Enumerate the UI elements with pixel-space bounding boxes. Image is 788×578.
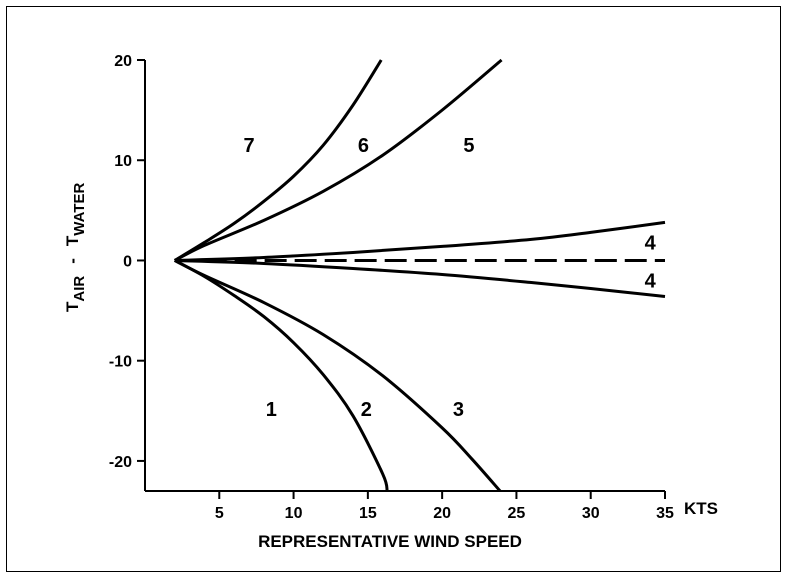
y-label-t1: T	[63, 301, 82, 312]
x-tick-label: 20	[433, 505, 451, 522]
curve-label-4: 4	[645, 232, 657, 254]
x-axis-unit: KTS	[684, 499, 718, 518]
curve-5	[174, 58, 503, 262]
x-axis-label: REPRESENTATIVE WIND SPEED	[258, 532, 522, 551]
x-tick-label: 15	[359, 505, 377, 522]
curve-4	[174, 258, 666, 299]
y-tick-label: 20	[114, 53, 132, 70]
y-label-sub1: AIR	[71, 276, 88, 302]
curve-2	[174, 259, 502, 492]
x-tick-label: 30	[582, 505, 600, 522]
curve-label-7: 7	[243, 135, 254, 157]
curves	[173, 58, 666, 492]
curve-label-4: 4	[645, 271, 657, 293]
y-tick-label: 10	[114, 153, 132, 170]
y-label-dash: -	[63, 258, 82, 264]
y-axis-label: TAIR-TWATER	[63, 182, 88, 312]
curve-1	[174, 259, 389, 492]
curve-6	[173, 59, 383, 262]
x-tick-label: 10	[285, 505, 303, 522]
y-tick-label: -20	[109, 454, 132, 471]
curve-label-5: 5	[463, 135, 474, 157]
curve-labels: 7 6 5 4 4 1 2 3	[243, 135, 656, 421]
y-label-sub2: WATER	[71, 182, 88, 235]
curve-label-3: 3	[453, 399, 464, 421]
x-tick-label: 5	[215, 505, 224, 522]
x-tick-label: 35	[656, 505, 674, 522]
x-tick-label: 25	[508, 505, 526, 522]
chart-frame	[6, 6, 781, 572]
curve-label-1: 1	[266, 399, 277, 421]
y-label-t2: T	[63, 235, 82, 246]
svg-text:TAIR-TWATER: TAIR-TWATER	[63, 182, 88, 312]
y-tick-label: 0	[123, 253, 132, 270]
y-tick-label: -10	[109, 354, 132, 371]
curve-label-2: 2	[361, 399, 372, 421]
curve-label-6: 6	[358, 135, 369, 157]
curve-4	[174, 220, 666, 262]
